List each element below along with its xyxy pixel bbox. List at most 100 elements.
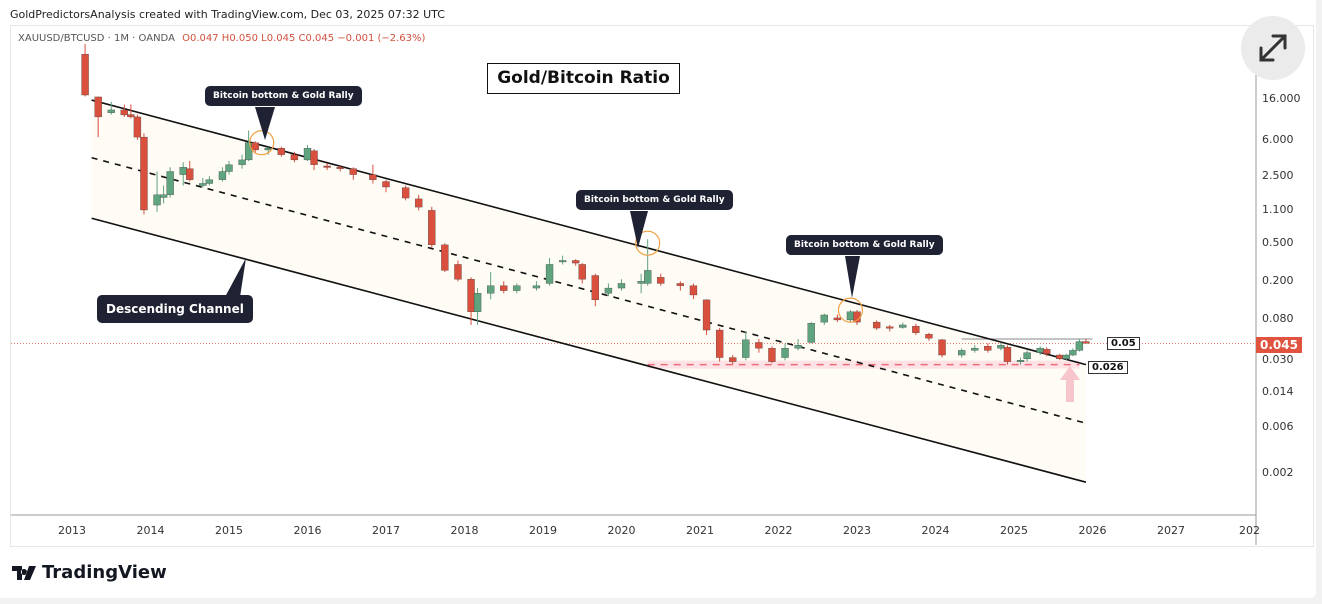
candle-body xyxy=(303,148,312,161)
candle-body xyxy=(323,165,331,168)
descending-channel-callout: Descending Channel xyxy=(97,295,253,323)
candle-body xyxy=(225,164,233,172)
up-arrow-icon xyxy=(1060,366,1080,402)
callout-pointer xyxy=(225,258,246,297)
candle-body xyxy=(1003,347,1012,362)
time-tick-label: 2025 xyxy=(1000,524,1028,537)
price-tick-label: 1.100 xyxy=(1262,203,1294,217)
candle-body xyxy=(467,279,475,312)
candle-body xyxy=(755,342,763,349)
tradingview-logo[interactable]: TradingView xyxy=(12,562,167,583)
candle-body xyxy=(454,264,462,280)
highlight-circle xyxy=(837,297,864,323)
price-tick-label: 0.006 xyxy=(1262,420,1294,434)
callout-pointer xyxy=(845,256,860,298)
candle-body xyxy=(1056,354,1064,360)
candle-body xyxy=(545,264,554,284)
candle-body xyxy=(938,339,946,356)
candle-body xyxy=(428,210,436,246)
candle-body xyxy=(473,293,482,312)
candle-body xyxy=(140,136,148,211)
candle-body xyxy=(676,283,685,286)
candle-body xyxy=(500,285,508,291)
candle-body xyxy=(794,345,802,349)
candle-body xyxy=(833,317,842,321)
candle-body xyxy=(872,321,881,329)
price-tick-label: 0.030 xyxy=(1262,353,1294,367)
candle-body xyxy=(1036,348,1044,353)
candle-body xyxy=(807,323,815,343)
time-tick-label: 2023 xyxy=(843,524,871,537)
time-tick-label: 2016 xyxy=(293,524,322,537)
candle-body xyxy=(349,168,357,175)
candle-body xyxy=(107,109,115,113)
candle-body xyxy=(205,179,214,184)
time-tick-label: 202 xyxy=(1239,524,1260,537)
candle-body xyxy=(925,334,933,339)
candle-body xyxy=(702,299,711,331)
candle-body xyxy=(487,285,495,294)
logo-text: TradingView xyxy=(42,562,167,583)
last-price-tag: 0.045 xyxy=(1256,337,1302,353)
candle-body xyxy=(277,148,285,155)
channel-middle-line xyxy=(91,156,1087,425)
resistance-label: 0.05 xyxy=(1107,337,1140,350)
candle-body xyxy=(768,348,776,362)
candle-body xyxy=(159,194,168,198)
candle-body xyxy=(729,357,737,362)
ohlc-values: O0.047 H0.050 L0.045 C0.045 −0.001 (−2.6… xyxy=(182,33,426,44)
candle-body xyxy=(591,275,599,301)
chart-title: Gold/Bitcoin Ratio xyxy=(487,63,680,94)
candle-body xyxy=(558,260,567,263)
candle-body xyxy=(238,159,246,165)
candle-body xyxy=(310,150,318,165)
candle-body xyxy=(1023,352,1031,360)
candle-body xyxy=(251,142,259,151)
candle-body xyxy=(572,260,580,264)
candle-body xyxy=(715,329,724,358)
price-tick-label: 6.000 xyxy=(1262,132,1294,146)
candle-body xyxy=(604,287,613,294)
candle-body xyxy=(81,54,89,96)
candle-body xyxy=(166,171,174,195)
time-tick-label: 2015 xyxy=(215,524,243,537)
callout-pointer xyxy=(255,107,275,140)
price-tick-label: 0.002 xyxy=(1262,465,1294,479)
candle-body xyxy=(997,345,1005,349)
candle-body xyxy=(532,285,541,289)
candle-body xyxy=(657,277,665,284)
candle-body xyxy=(199,183,207,186)
candle-body xyxy=(1062,354,1070,360)
candle-body xyxy=(244,142,253,161)
channel-fill xyxy=(91,100,1086,483)
candle-body xyxy=(644,270,652,284)
candle-body xyxy=(820,314,828,323)
candle-body xyxy=(846,311,855,321)
price-tick-label: 0.080 xyxy=(1262,312,1294,326)
candle-body xyxy=(218,171,227,180)
candle-body xyxy=(958,350,966,356)
credit-line: GoldPredictorsAnalysis created with Trad… xyxy=(10,8,445,21)
candle-body xyxy=(401,187,410,199)
candle-body xyxy=(133,116,142,138)
expand-button[interactable] xyxy=(1241,16,1305,80)
candle-body xyxy=(1075,341,1084,351)
candle-body xyxy=(513,285,521,291)
candle-body xyxy=(94,96,102,118)
candle-body xyxy=(1043,349,1051,354)
support-band xyxy=(647,360,1080,369)
channel-lower-line xyxy=(91,217,1087,483)
time-tick-label: 2022 xyxy=(764,524,793,537)
annotation-callout: Bitcoin bottom & Gold Rally xyxy=(205,86,362,106)
candle-body xyxy=(984,346,992,351)
tradingview-logo-icon xyxy=(12,565,36,580)
highlight-circle xyxy=(635,230,661,256)
candle-body xyxy=(382,181,390,188)
candle-body xyxy=(186,168,194,180)
candle-body xyxy=(1016,360,1025,362)
candle-body xyxy=(689,285,698,296)
price-tick-label: 2.500 xyxy=(1262,169,1294,183)
candle-body xyxy=(1069,350,1077,356)
